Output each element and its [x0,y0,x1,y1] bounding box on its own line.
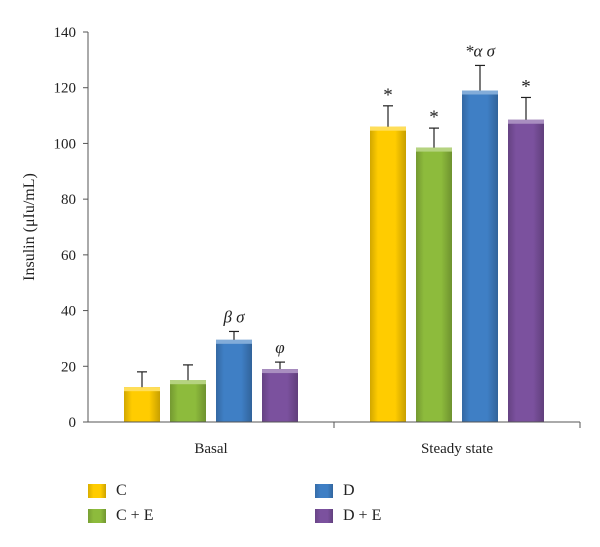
bar-bevel-steady-state-d-e [508,119,544,124]
bar-bevel-basal-d [216,339,252,344]
bar-steady-state-c [370,126,406,422]
bar-steady-state-d-e [508,119,544,422]
bar-bevel-steady-state-d [462,90,498,95]
annotation-basal-d-e: φ [275,338,284,357]
bar-basal-c [124,387,160,422]
bar-basal-d-e [262,369,298,422]
bar-bevel-steady-state-c-e [416,147,452,152]
y-tick-label: 20 [61,359,76,375]
bar-basal-d [216,339,252,422]
y-tick-label: 80 [61,192,76,208]
bar-bevel-steady-state-c [370,126,406,131]
bar-bevel-basal-d-e [262,369,298,374]
bar-basal-c-e [170,380,206,422]
axes-layer: 0 20 40 60 80 100 120 140 Basal Steady state [54,25,581,457]
y-tick-label: 60 [61,248,76,264]
y-tick-label: 120 [54,81,77,97]
y-tick-label: 0 [69,415,77,431]
bar-steady-state-d [462,90,498,422]
bar-bevel-basal-c-e [170,380,206,385]
annotation-steady-state-d-e: * [521,76,531,97]
bar-steady-state-c-e [416,147,452,422]
annotation-steady-state-c-e: * [429,107,439,128]
x-category-label-basal: Basal [194,441,227,457]
y-axis-title: Insulin (μIu/mL) [21,173,38,281]
y-tick-label: 40 [61,304,76,320]
y-tick-label: 140 [54,25,77,41]
annotation-steady-state-d: *α σ [465,41,496,60]
annotation-steady-state-c: * [383,85,393,106]
y-tick-label: 100 [54,136,77,152]
bar-bevel-basal-c [124,387,160,392]
bars-layer: β σ φ * * *α σ * [124,41,544,422]
x-category-label-steady-state: Steady state [421,441,493,457]
annotation-basal-d: β σ [222,307,245,326]
